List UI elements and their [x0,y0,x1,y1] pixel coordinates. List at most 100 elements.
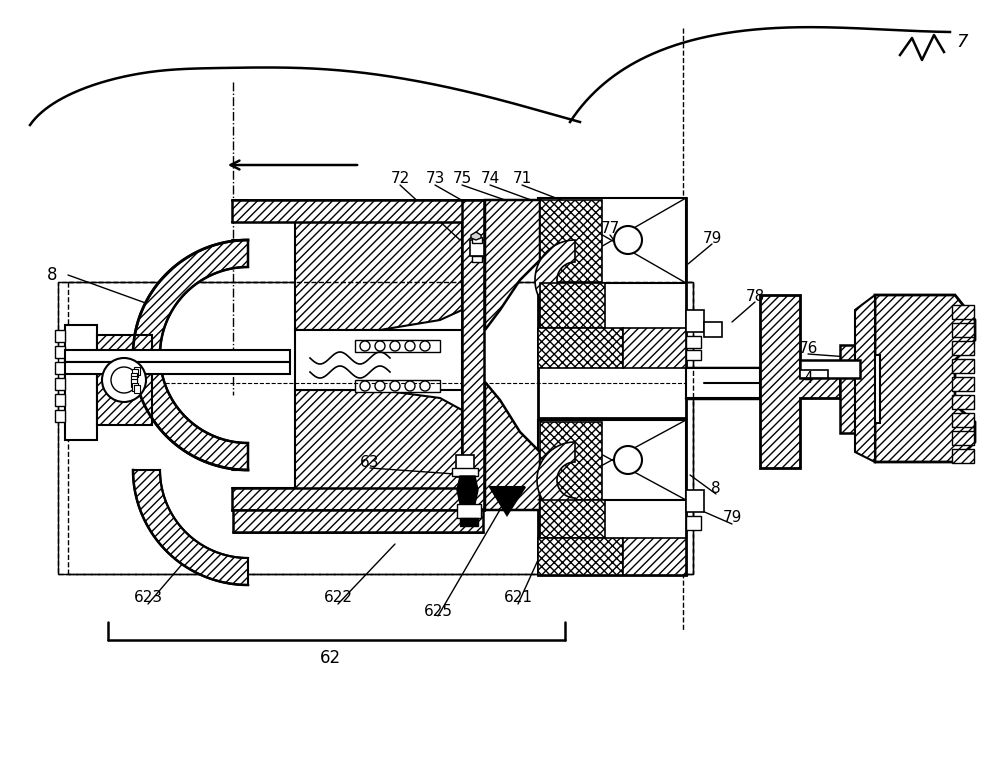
Polygon shape [855,295,875,462]
Bar [55,378,65,390]
Bar [686,516,701,530]
Bar [472,256,482,262]
Polygon shape [457,476,478,504]
Circle shape [390,341,400,351]
Bar [355,380,440,392]
Bar [686,350,701,360]
Bar [540,422,602,500]
Circle shape [375,341,385,351]
Text: 625: 625 [424,604,452,620]
Polygon shape [295,390,462,490]
Bar [538,538,623,575]
Text: 74: 74 [480,171,500,185]
Bar [355,340,440,352]
Bar [232,200,484,222]
Bar [65,367,120,377]
Bar [704,322,722,337]
Bar [686,368,760,398]
Bar [952,305,974,319]
Bar [462,200,484,510]
Text: 622: 622 [324,591,352,606]
Bar [952,323,974,337]
Bar [952,359,974,373]
Bar [840,345,870,433]
Text: 76: 76 [798,340,818,356]
Bar [97,335,152,425]
Bar [457,504,481,518]
Text: 71: 71 [512,171,532,185]
Bar [233,510,483,532]
Bar [868,355,880,423]
Bar [952,377,974,391]
Text: 62: 62 [319,649,341,667]
Polygon shape [485,200,540,330]
Bar [540,283,605,328]
Polygon shape [760,295,840,468]
Bar [952,395,974,409]
Bar [686,336,701,348]
Bar [65,362,290,374]
Polygon shape [535,240,575,320]
Bar [55,362,65,374]
Text: 73: 73 [425,171,445,185]
Text: 79: 79 [722,510,742,526]
Circle shape [405,381,415,391]
Text: 8: 8 [711,480,721,496]
Bar [800,360,860,378]
Circle shape [420,341,430,351]
Circle shape [360,341,370,351]
Bar [538,198,686,283]
Bar [65,377,120,395]
Bar [952,413,974,427]
Text: 621: 621 [504,591,532,606]
Text: 4: 4 [803,370,813,386]
Circle shape [405,341,415,351]
Text: 77: 77 [600,220,620,236]
Bar [686,490,704,512]
Circle shape [420,381,430,391]
Bar [55,394,65,406]
Bar [132,382,138,390]
Polygon shape [537,442,575,518]
Bar [134,386,140,393]
Polygon shape [471,232,481,240]
Bar [952,431,974,445]
Bar [131,373,137,381]
Circle shape [111,367,137,393]
Bar [452,468,478,476]
Bar [952,449,974,463]
Text: 63: 63 [360,454,380,470]
Bar [540,500,605,538]
Bar [295,330,462,390]
Circle shape [102,358,146,402]
Polygon shape [133,240,248,470]
Polygon shape [490,487,525,515]
Text: 7: 7 [956,33,968,51]
Circle shape [360,381,370,391]
Bar [55,410,65,422]
Bar [538,198,686,418]
Circle shape [390,381,400,391]
Bar [800,370,828,378]
Bar [232,488,484,510]
Bar [131,376,137,384]
Circle shape [375,381,385,391]
Text: 8: 8 [47,266,57,284]
Circle shape [614,446,642,474]
Bar [472,237,482,243]
Bar [134,366,140,375]
Bar [623,538,686,575]
Bar [132,369,138,377]
Bar [58,282,693,574]
Polygon shape [295,222,462,330]
Text: 75: 75 [452,171,472,185]
Bar [540,200,602,282]
Text: 79: 79 [702,230,722,246]
Circle shape [614,226,642,254]
Bar [623,328,686,368]
Bar [470,240,484,256]
Text: 72: 72 [390,171,410,185]
Bar [538,420,686,575]
Bar [538,328,623,368]
Text: 78: 78 [745,288,765,304]
